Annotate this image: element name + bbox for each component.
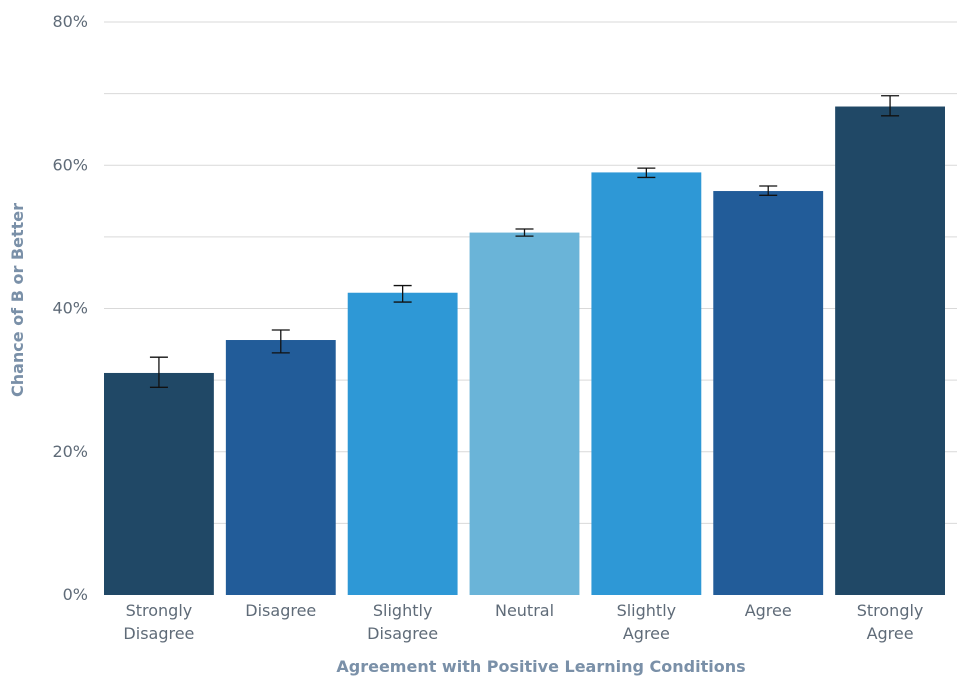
error-bar — [271, 329, 290, 354]
bar — [713, 191, 824, 595]
error-bar — [759, 185, 778, 196]
y-axis-ticks: 0% 20% 40% 60% 80% — [52, 12, 88, 604]
error-bar — [881, 95, 900, 117]
x-category-label: Strongly Agree — [857, 601, 924, 643]
y-tick-label: 80% — [52, 12, 88, 31]
x-category-label: Slightly Disagree — [367, 601, 438, 643]
error-bars — [149, 95, 900, 388]
x-category-label: Neutral — [495, 601, 554, 620]
error-bar — [515, 228, 534, 237]
y-tick-label: 60% — [52, 155, 88, 174]
error-bar — [393, 284, 412, 303]
x-axis-categories: Strongly Disagree Disagree Slightly Disagree… — [123, 601, 923, 643]
bar — [225, 340, 336, 595]
bar — [347, 292, 458, 595]
x-category-label: Agree — [745, 601, 792, 620]
y-tick-label: 40% — [52, 299, 88, 318]
bar — [835, 106, 945, 595]
error-bar — [149, 356, 168, 388]
x-category-label: Strongly Disagree — [123, 601, 194, 643]
x-category-label: Slightly Agree — [617, 601, 677, 643]
bars — [104, 106, 945, 595]
error-bar — [637, 167, 656, 179]
y-axis-title: Chance of B or Better — [8, 203, 27, 397]
y-tick-label: 0% — [63, 585, 88, 604]
bar — [104, 372, 214, 595]
x-axis-title: Agreement with Positive Learning Conditi… — [336, 657, 745, 676]
bar — [469, 232, 580, 595]
x-category-label: Disagree — [245, 601, 316, 620]
y-tick-label: 20% — [52, 442, 88, 461]
bar — [591, 172, 702, 595]
